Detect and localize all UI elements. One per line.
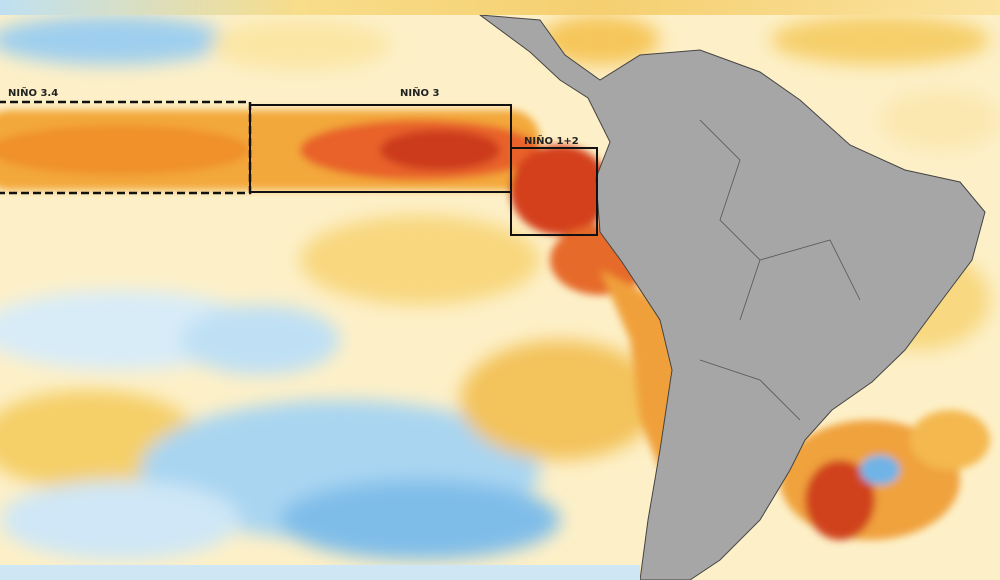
country-borders [699, 119, 861, 421]
warm-tongue [0, 110, 990, 540]
region-label: NIÑO 1+2 [524, 134, 579, 147]
region-label: NIÑO 3 [400, 86, 439, 99]
nino-34-box [0, 100, 252, 195]
south-america-land [478, 14, 986, 580]
nino-12-box [510, 147, 598, 236]
bottom-strip [0, 565, 640, 580]
region-label: NIÑO 3.4 [8, 86, 58, 99]
top-strip [0, 0, 1000, 15]
